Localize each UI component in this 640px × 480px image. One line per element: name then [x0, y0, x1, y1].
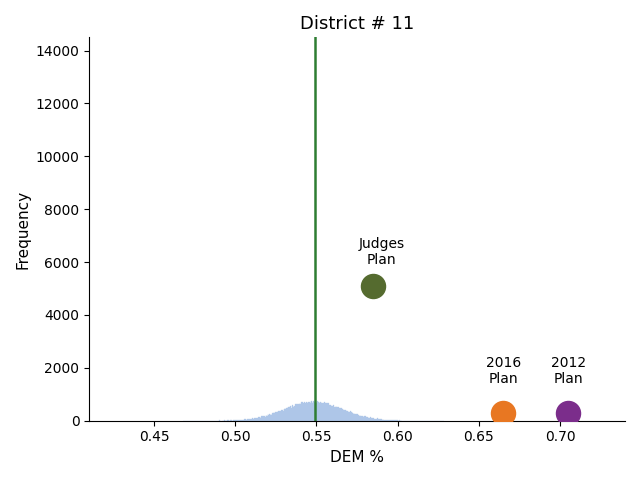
X-axis label: DEM %: DEM %	[330, 450, 384, 465]
Point	[563, 409, 573, 417]
Point	[498, 409, 508, 417]
Y-axis label: Frequency: Frequency	[15, 190, 30, 269]
Text: 2012
Plan: 2012 Plan	[550, 356, 586, 386]
Text: Judges
Plan: Judges Plan	[358, 237, 404, 267]
Point	[368, 282, 378, 290]
Title: District # 11: District # 11	[300, 15, 414, 33]
Text: 2016
Plan: 2016 Plan	[486, 356, 521, 386]
